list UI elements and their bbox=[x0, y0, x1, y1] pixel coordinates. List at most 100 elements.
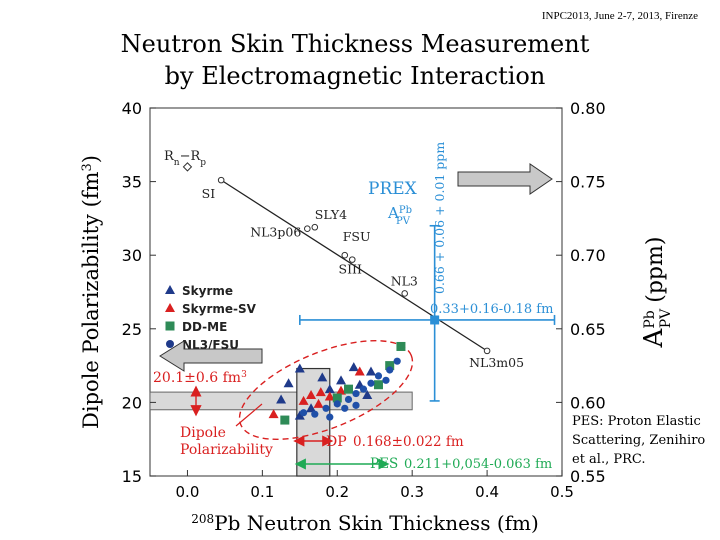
y-tick-label: 35 bbox=[122, 173, 142, 192]
rnrp-marker bbox=[182, 162, 193, 172]
nl3-fsu-point bbox=[367, 379, 375, 387]
y-tick-label: 30 bbox=[122, 246, 142, 265]
nl3-fsu-point bbox=[326, 413, 334, 421]
prex-apv-value: 0.66 + 0.06 + 0.01 ppm bbox=[432, 142, 447, 294]
skyrme-point bbox=[336, 375, 347, 385]
legend-label: DD-ME bbox=[182, 320, 227, 334]
nl3-fsu-point bbox=[344, 395, 353, 404]
model-label: SI bbox=[202, 186, 216, 201]
model-label: NL3 bbox=[391, 273, 418, 288]
model-label: SIII bbox=[339, 262, 362, 277]
model-label: NL3m05 bbox=[469, 355, 524, 370]
nl3-fsu-point bbox=[322, 404, 330, 412]
correlation-line bbox=[220, 179, 488, 352]
dipole-value-text: 20.1±0.6 fm3 bbox=[153, 370, 247, 386]
conference-label: INPC2013, June 2-7, 2013, Firenze bbox=[541, 10, 698, 22]
model-point bbox=[401, 290, 408, 297]
y-tick-label: 25 bbox=[122, 320, 142, 339]
prex-skin-value: 0.33+0.16-0.18 fm bbox=[430, 302, 553, 317]
nl3-fsu-point bbox=[386, 366, 394, 374]
skyrme-point bbox=[324, 384, 335, 394]
legend-marker bbox=[165, 285, 175, 294]
legend-marker bbox=[165, 303, 175, 312]
x-tick-label: 0.2 bbox=[325, 483, 349, 501]
nl3-fsu-point bbox=[311, 410, 319, 418]
nl3-fsu-point bbox=[374, 372, 383, 380]
apv-axis-arrow bbox=[457, 163, 553, 195]
dipole-label-line2: Polarizability bbox=[180, 442, 273, 458]
dp-skin-band bbox=[296, 367, 331, 477]
dipole-axis-arrow bbox=[159, 340, 263, 372]
skyrme-point bbox=[365, 366, 376, 376]
pes-label: PES bbox=[370, 456, 398, 472]
y-tick-label: 40 bbox=[122, 99, 142, 118]
skyrme-sv-point bbox=[315, 387, 326, 397]
rnrp-label: Rn−Rp bbox=[164, 149, 206, 168]
model-point bbox=[304, 225, 311, 233]
prex-apv-label: APb PV bbox=[387, 204, 412, 227]
note-line-3: et al., PRC. bbox=[572, 452, 646, 467]
dd-me-point bbox=[332, 393, 342, 403]
dd-me-point bbox=[385, 361, 395, 371]
skyrme-sv-point bbox=[268, 409, 279, 419]
note-line-2: Scattering, Zenihiro bbox=[572, 433, 706, 448]
dipole-label-line1: Dipole bbox=[180, 425, 226, 441]
nl3-fsu-point bbox=[382, 376, 390, 384]
y2-tick-label: 0.55 bbox=[570, 467, 606, 486]
legend-label: Skyrme-SV bbox=[182, 302, 257, 316]
y2-tick-label: 0.80 bbox=[570, 99, 606, 118]
prex-point bbox=[430, 315, 440, 325]
pes-value: 0.211+0,054-0.063 fm bbox=[404, 457, 552, 472]
skyrme-point bbox=[276, 394, 287, 404]
dipole-pointer bbox=[235, 403, 263, 427]
y2-axis-label: APbPV(ppm) bbox=[639, 237, 674, 349]
skyrme-sv-point bbox=[298, 395, 309, 405]
x-axis-label: 208Pb Neutron Skin Thickness (fm) bbox=[191, 511, 539, 535]
skyrme-point bbox=[294, 363, 305, 373]
skyrme-sv-point bbox=[306, 390, 317, 400]
legend-label: Skyrme bbox=[182, 284, 233, 298]
y2-tick-label: 0.60 bbox=[570, 393, 606, 412]
title-line-2: by Electromagnetic Interaction bbox=[164, 62, 546, 90]
skyrme-point bbox=[283, 378, 294, 388]
model-label: FSU bbox=[343, 229, 371, 244]
y2-tick-label: 0.65 bbox=[570, 320, 606, 339]
nl3-fsu-point bbox=[352, 401, 360, 409]
model-point bbox=[483, 347, 491, 355]
title-line-1: Neutron Skin Thickness Measurement bbox=[120, 30, 590, 58]
y-tick-label: 20 bbox=[122, 393, 142, 412]
skyrme-point bbox=[348, 362, 359, 372]
dd-me-point bbox=[280, 415, 290, 425]
plot-frame bbox=[149, 107, 563, 477]
note-line-1: PES: Proton Elastic bbox=[572, 414, 701, 429]
model-point bbox=[348, 256, 356, 263]
dp-label: DP bbox=[326, 434, 347, 450]
model-label: NL3p06 bbox=[250, 225, 301, 240]
y-tick-label: 15 bbox=[122, 467, 142, 486]
pes-reference-note: PES: Proton Elastic Scattering, Zenihiro… bbox=[572, 412, 720, 469]
model-point bbox=[217, 176, 225, 184]
skyrme-point bbox=[362, 390, 373, 400]
skyrme-sv-point bbox=[336, 385, 347, 395]
nl3-fsu-point bbox=[352, 389, 360, 398]
skyrme-sv-point bbox=[354, 366, 365, 376]
dd-me-point bbox=[344, 384, 354, 394]
slide-title: Neutron Skin Thickness Measurement by El… bbox=[90, 28, 620, 92]
nl3-fsu-point bbox=[299, 409, 308, 417]
model-cluster-ellipse bbox=[238, 340, 414, 440]
y-axis-label: Dipole Polarizability (fm3) bbox=[79, 155, 103, 429]
legend-marker bbox=[165, 321, 175, 331]
skyrme-point bbox=[317, 372, 328, 382]
nl3-fsu-point bbox=[393, 357, 401, 365]
x-tick-label: 0.0 bbox=[176, 483, 200, 501]
x-tick-label: 0.1 bbox=[250, 483, 274, 501]
dp-skin-value: 0.168±0.022 fm bbox=[353, 434, 464, 450]
prex-title: PREX bbox=[368, 179, 418, 199]
y2-tick-label: 0.70 bbox=[570, 246, 606, 265]
nl3-fsu-point bbox=[359, 385, 368, 393]
skyrme-point bbox=[294, 410, 305, 420]
legend-marker bbox=[166, 340, 174, 348]
x-tick-label: 0.4 bbox=[475, 483, 499, 501]
